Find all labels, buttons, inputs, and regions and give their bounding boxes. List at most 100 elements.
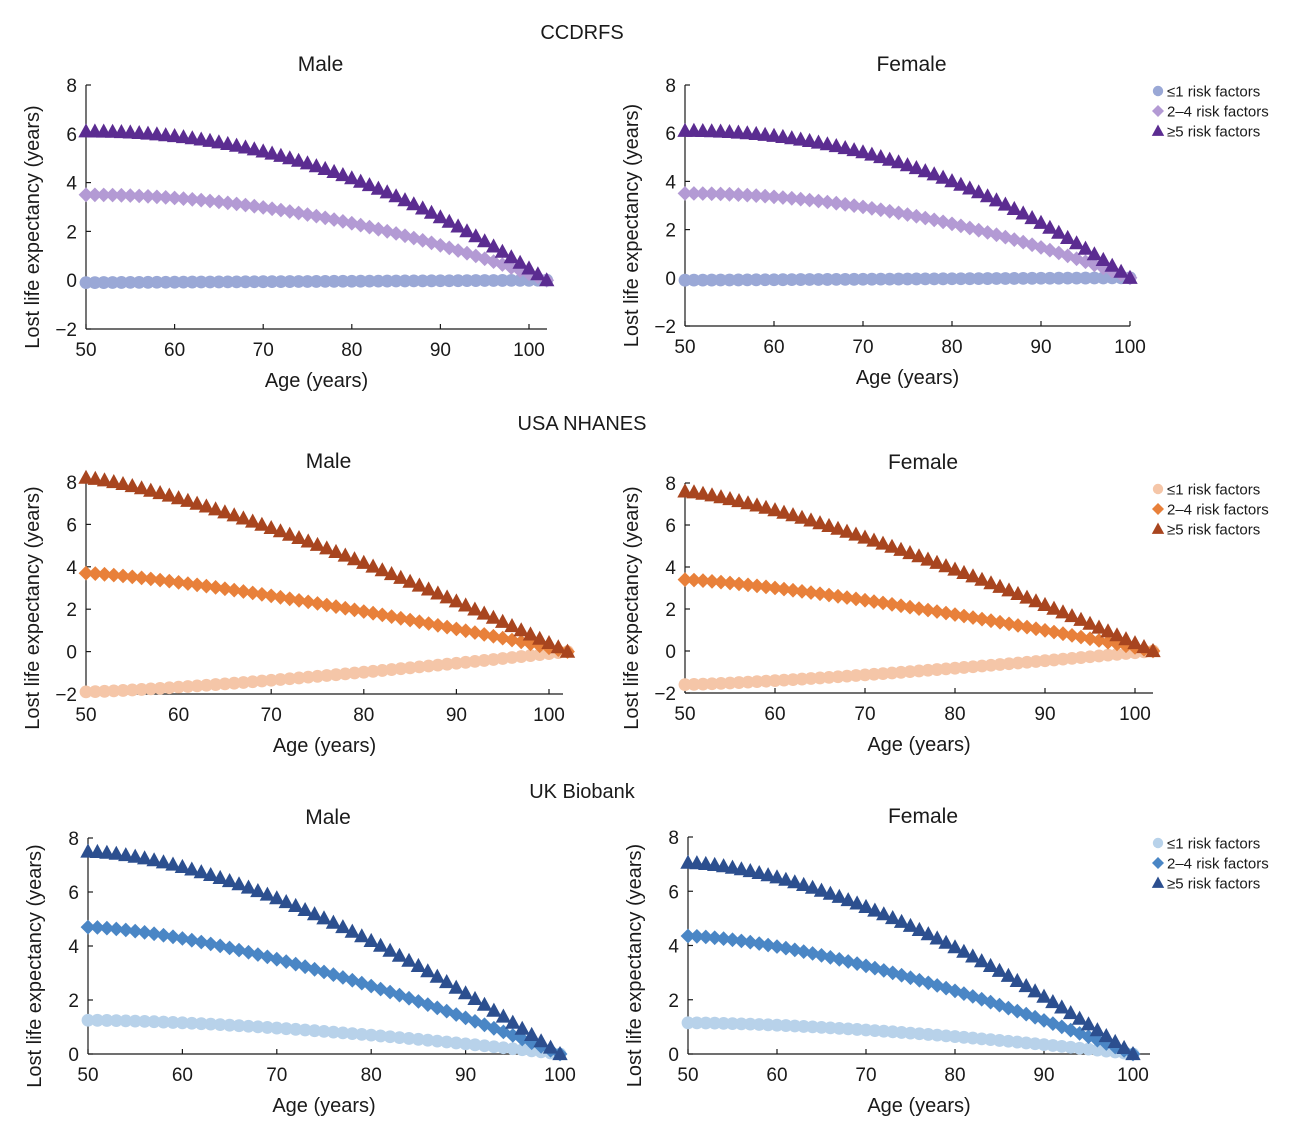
y-tick-label: 2 <box>68 991 79 1012</box>
data-point-circle <box>504 273 518 287</box>
data-point-triangle <box>106 474 122 489</box>
data-point-diamond <box>193 192 209 208</box>
data-point-triangle <box>124 478 140 493</box>
data-point-triangle <box>1104 257 1120 272</box>
data-point-circle <box>690 1016 704 1030</box>
data-point-diamond <box>337 600 353 616</box>
data-point-circle <box>162 681 176 695</box>
data-point-circle <box>308 1024 321 1038</box>
data-point-circle <box>945 272 959 286</box>
data-point-triangle <box>406 196 422 211</box>
x-tick-label: 50 <box>674 337 695 358</box>
data-point-diamond <box>347 602 362 618</box>
x-tick-label: 100 <box>1114 337 1146 358</box>
data-point-circle <box>506 1042 520 1056</box>
data-point-triangle <box>212 869 228 884</box>
data-point-diamond <box>866 594 882 609</box>
data-point-diamond <box>731 576 747 592</box>
data-point-circle <box>355 1027 369 1041</box>
data-point-diamond <box>1060 248 1076 264</box>
data-point-circle <box>999 272 1012 285</box>
data-point-circle <box>402 1032 416 1045</box>
data-point-triangle <box>439 974 455 989</box>
data-point-triangle <box>1136 639 1152 654</box>
data-point-diamond <box>504 632 520 648</box>
data-point-circle <box>487 1040 501 1054</box>
data-point-diamond <box>920 975 936 991</box>
data-point-circle <box>298 1023 312 1037</box>
y-axis-title: Lost life expectancy (years) <box>22 105 44 348</box>
data-point-diamond <box>722 575 738 591</box>
data-point-triangle <box>837 140 853 155</box>
y-tick-label: 0 <box>66 643 77 664</box>
data-point-triangle <box>337 547 353 562</box>
data-point-triangle <box>235 510 252 525</box>
data-point-triangle <box>155 854 172 869</box>
data-point-diamond <box>917 210 933 226</box>
data-point-diamond <box>1063 1022 1079 1038</box>
data-point-circle <box>533 648 547 661</box>
data-point-diamond <box>90 920 105 935</box>
data-point-diamond <box>767 580 783 596</box>
data-point-triangle <box>846 142 862 157</box>
data-point-circle <box>726 1017 739 1030</box>
data-point-triangle <box>397 192 413 207</box>
data-point-diamond <box>864 201 880 216</box>
data-point-diamond <box>109 921 124 937</box>
data-point-circle <box>990 272 1003 285</box>
data-point-triangle <box>1010 585 1026 600</box>
y-tick-label: 8 <box>68 829 79 850</box>
data-point-circle <box>451 274 465 288</box>
data-point-circle <box>203 275 217 289</box>
data-point-diamond <box>686 186 702 201</box>
data-point-diamond <box>180 576 196 591</box>
data-point-diamond <box>317 210 333 226</box>
data-point-diamond <box>857 592 873 608</box>
data-point-circle <box>1052 271 1066 285</box>
data-point-triangle <box>873 149 889 164</box>
data-point-circle <box>212 275 226 289</box>
data-point-circle <box>431 658 445 672</box>
data-point-triangle <box>893 541 909 556</box>
data-point-diamond <box>319 597 335 613</box>
data-point-triangle <box>804 879 821 894</box>
data-point-diamond <box>828 195 844 211</box>
data-point-triangle <box>80 843 96 858</box>
data-point-triangle <box>796 876 812 891</box>
data-point-triangle <box>908 160 925 175</box>
data-point-diamond <box>199 578 214 594</box>
data-point-diamond <box>449 621 464 637</box>
data-point-triangle <box>335 167 351 182</box>
x-tick-label: 50 <box>77 1065 98 1086</box>
data-point-triangle <box>495 1008 511 1023</box>
x-tick-label: 90 <box>455 1065 476 1086</box>
data-point-triangle <box>184 861 200 876</box>
data-point-diamond <box>748 188 764 203</box>
y-tick-label: 8 <box>665 474 676 495</box>
data-point-diamond <box>78 187 94 203</box>
series-2-4-risk-factors <box>78 565 575 659</box>
data-point-diamond <box>793 191 809 207</box>
data-point-diamond <box>143 571 159 587</box>
data-point-triangle <box>495 613 511 628</box>
data-point-circle <box>125 683 139 697</box>
data-point-diamond <box>184 932 200 948</box>
data-point-triangle <box>541 635 557 649</box>
data-point-triangle <box>983 575 999 590</box>
data-point-triangle <box>776 504 792 519</box>
data-point-diamond <box>830 588 846 604</box>
y-tick-label: 2 <box>665 600 676 621</box>
data-point-circle <box>767 273 781 287</box>
data-point-circle <box>460 274 474 288</box>
data-point-triangle <box>965 948 981 963</box>
data-point-triangle <box>1033 214 1049 229</box>
data-point-diamond <box>742 934 758 950</box>
data-point-triangle <box>420 963 436 978</box>
data-point-diamond <box>1054 1019 1070 1035</box>
data-point-circle <box>79 685 93 699</box>
data-point-circle <box>829 272 843 286</box>
data-point-diamond <box>885 965 901 981</box>
data-point-triangle <box>695 485 711 500</box>
data-point-triangle <box>1064 608 1080 623</box>
